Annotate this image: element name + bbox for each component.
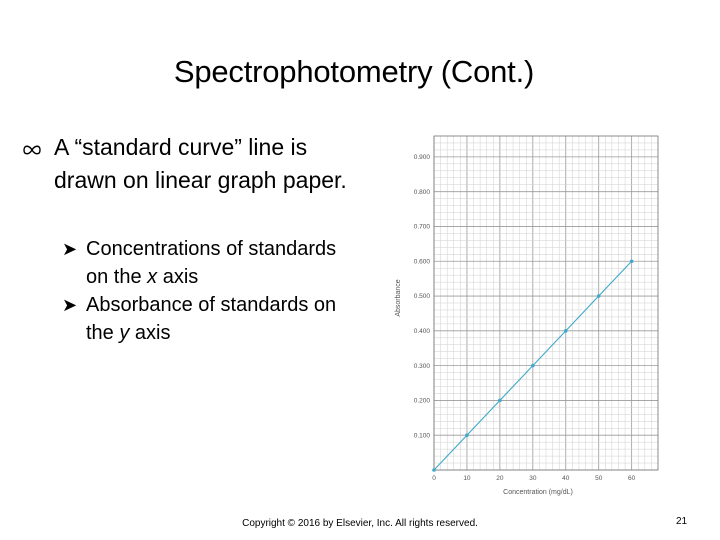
- sub-bullet-list: ➤ Concentrations of standards on the x a…: [62, 235, 362, 347]
- x-tick-label: 60: [628, 475, 636, 482]
- sub-bullet-text: Absorbance of standards on the: [86, 294, 337, 344]
- sub-bullet-suffix: axis: [129, 322, 171, 344]
- x-axis-label: Concentration (mg/dL): [503, 489, 573, 496]
- y-tick-label: 0.600: [414, 258, 431, 265]
- y-tick-label: 0.300: [414, 363, 431, 370]
- x-tick-label: 40: [562, 475, 570, 482]
- slide-title: Spectrophotometry (Cont.): [173, 54, 535, 89]
- data-point: [465, 433, 469, 438]
- data-point: [629, 259, 634, 264]
- infinity-bullet-icon: [23, 145, 41, 155]
- x-tick-label: 50: [595, 475, 603, 482]
- x-tick-label: 20: [496, 475, 504, 482]
- data-point: [432, 468, 436, 472]
- axis-letter: x: [147, 266, 158, 288]
- sub-bullet-text: Concentrations of standards on the: [86, 238, 337, 288]
- data-point: [596, 294, 601, 298]
- y-axis-label: Absorbance: [395, 279, 402, 316]
- chart-tick-labels: 0 10 20 30 40 50 60 0.100 0.200 0.300 0.400 0.500 0.…: [414, 154, 636, 482]
- data-point: [563, 329, 568, 333]
- page-number: 21: [676, 516, 688, 527]
- y-tick-label: 0.200: [414, 398, 431, 405]
- y-tick-label: 0.100: [414, 432, 431, 439]
- sub-bullet-x-axis: ➤ Concentrations of standards on the x a…: [62, 235, 362, 291]
- data-point: [498, 398, 502, 403]
- sub-bullet-suffix: axis: [157, 266, 199, 288]
- y-tick-label: 0.800: [414, 189, 431, 196]
- y-tick-label: 0.900: [414, 154, 431, 161]
- plot-frame: [433, 135, 659, 471]
- x-tick-label: 10: [463, 475, 471, 482]
- y-tick-label: 0.500: [414, 293, 431, 300]
- chart-grid: [433, 135, 659, 471]
- data-point: [531, 363, 535, 368]
- copyright-footer: Copyright © 2016 by Elsevier, Inc. All r…: [242, 518, 478, 529]
- x-tick-label: 0: [432, 475, 436, 482]
- chart-series: [432, 259, 634, 472]
- standard-curve-chart: 0 10 20 30 40 50 60 0.100 0.200 0.300 0.400 0.500 0.…: [395, 135, 659, 496]
- axis-letter: y: [119, 322, 130, 344]
- sub-bullet-y-axis: ➤ Absorbance of standards on the y axis: [62, 291, 362, 347]
- arrow-bullet-icon: ➤: [62, 239, 78, 259]
- y-tick-label: 0.400: [414, 328, 431, 335]
- chart-axes: [433, 135, 659, 471]
- arrow-bullet-icon: ➤: [62, 295, 78, 315]
- x-tick-label: 30: [529, 475, 537, 482]
- main-bullet-text: A “standard curve” line is drawn on line…: [54, 134, 347, 193]
- y-tick-label: 0.700: [414, 224, 431, 231]
